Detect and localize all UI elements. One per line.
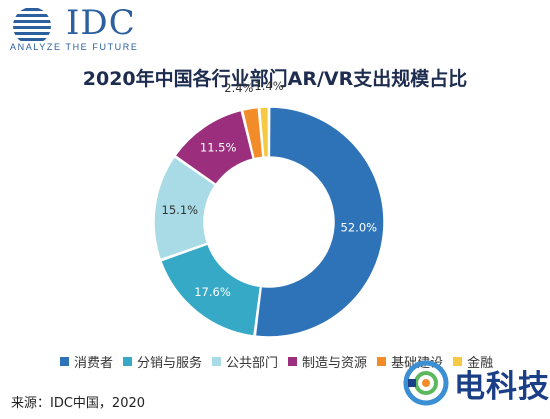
donut-slice-0 xyxy=(254,106,385,338)
data-label-4: 2.4% xyxy=(224,81,253,95)
legend-item-0: 消费者 xyxy=(60,352,113,371)
legend-swatch-5 xyxy=(453,356,463,366)
chart-title: 2020年中国各行业部门AR/VR支出规模占比 xyxy=(82,68,468,90)
legend-swatch-3 xyxy=(288,356,298,366)
idc-logo: IDC xyxy=(10,3,135,54)
legend-item-3: 制造与资源 xyxy=(288,352,367,371)
source-note: 来源：IDC中国，2020 xyxy=(11,396,146,411)
donut-slice-5 xyxy=(258,106,270,159)
donut-slice-4 xyxy=(241,106,264,160)
data-label-0: 52.0% xyxy=(341,221,378,235)
idc-tagline: ANALYZE THE FUTURE xyxy=(10,42,139,52)
watermark-logo-icon xyxy=(403,360,449,406)
idc-logo-text: IDC xyxy=(66,3,136,43)
watermark: 电科技 xyxy=(402,355,550,415)
legend-label-2: 公共部门 xyxy=(226,355,279,371)
legend-label-1: 分销与服务 xyxy=(137,355,203,371)
idc-globe-icon xyxy=(13,8,51,41)
donut-slice-2 xyxy=(153,155,217,261)
watermark-text: 电科技 xyxy=(454,369,550,405)
data-label-3: 11.5% xyxy=(200,141,237,155)
legend-item-2: 公共部门 xyxy=(212,352,278,371)
data-label-2: 15.1% xyxy=(162,203,199,217)
data-label-5: 1.4% xyxy=(254,79,283,93)
legend-label-0: 消费者 xyxy=(74,355,114,371)
legend-swatch-4 xyxy=(377,356,387,366)
legend-item-1: 分销与服务 xyxy=(123,352,202,371)
legend-swatch-1 xyxy=(123,356,133,366)
legend-label-5: 金融 xyxy=(467,355,494,371)
legend-swatch-2 xyxy=(212,356,222,366)
data-label-1: 17.6% xyxy=(194,285,231,299)
legend-label-3: 制造与资源 xyxy=(302,355,368,371)
legend-swatch-0 xyxy=(60,356,69,366)
donut-slice-3 xyxy=(174,109,255,186)
donut-slice-1 xyxy=(159,243,262,337)
legend-item-5: 金融 xyxy=(453,352,493,371)
